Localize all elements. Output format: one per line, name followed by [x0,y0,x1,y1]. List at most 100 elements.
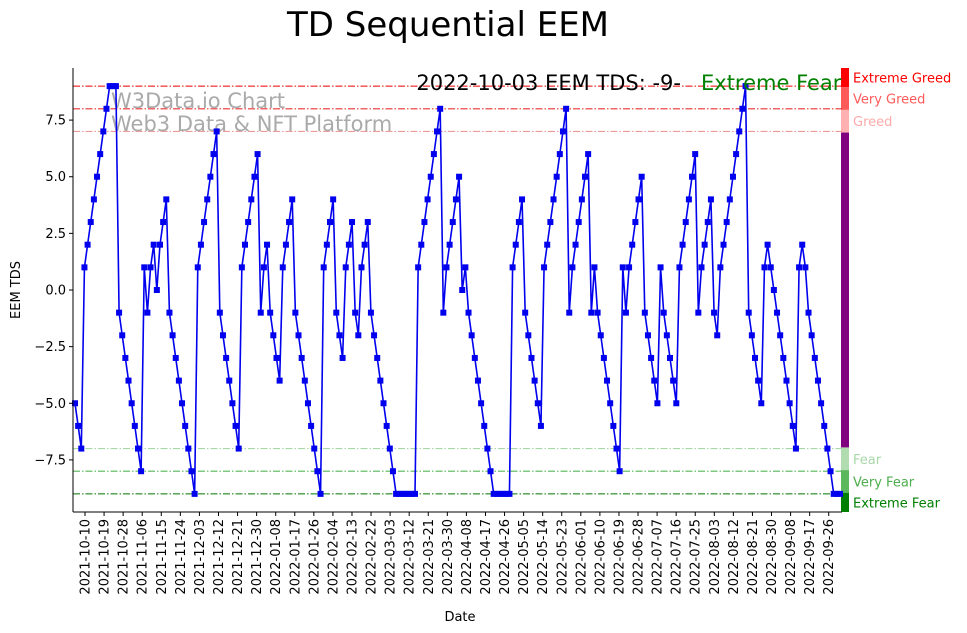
data-point [761,264,768,271]
data-point [128,400,135,407]
data-point [116,309,123,316]
data-point [144,309,151,316]
data-point [304,400,311,407]
data-point [689,173,696,180]
data-point [134,445,141,452]
data-point [301,377,308,384]
x-tick-label: 2022-01-26 [307,519,322,595]
data-point [78,445,85,452]
data-point [752,354,758,361]
data-point [216,309,223,316]
data-point [229,400,236,407]
data-point [251,173,258,180]
data-point [131,422,138,429]
data-point [547,219,554,226]
data-point [349,219,356,226]
data-point [622,309,629,316]
data-point [238,264,245,271]
data-point [163,196,170,203]
data-point [607,400,614,407]
data-point [459,287,466,293]
data-point [685,196,692,203]
data-point [629,241,636,248]
data-point [412,490,418,497]
data-point [361,241,368,248]
data-point [393,490,400,497]
data-point [87,219,94,226]
data-point [537,422,544,429]
data-point [720,241,727,248]
data-point [456,173,463,180]
data-point [604,377,611,384]
data-point [528,354,535,361]
data-point [440,309,447,316]
data-point [541,264,548,271]
x-tick-label: 2022-05-05 [517,519,532,595]
data-point [421,219,428,226]
data-point [197,241,204,248]
data-point [729,173,736,180]
x-tick-label: 2022-05-14 [536,519,551,595]
data-point [434,128,441,135]
x-tick-label: 2022-02-04 [326,519,341,595]
data-point [512,241,519,248]
data-point [503,490,510,497]
data-point [188,468,195,475]
x-tick-label: 2022-08-30 [765,519,780,595]
data-point [399,490,406,497]
data-point [430,151,437,158]
data-point [654,400,661,407]
data-point [748,332,755,339]
data-point [575,219,582,226]
data-point [352,309,359,316]
data-point [286,219,293,226]
data-point [342,264,349,271]
data-point [289,196,296,203]
data-point [323,241,330,248]
data-point [827,468,834,475]
data-point [648,354,655,361]
data-point [830,490,837,497]
zone-band-1 [841,87,849,110]
sentiment-zone-bar: Extreme Greed Very Greed Greed Fear Very Fea… [841,68,951,512]
data-point [553,173,560,180]
x-tick-label: 2021-10-19 [98,519,113,595]
x-tick-label: 2022-06-10 [593,519,608,595]
y-tick-label: −7.5 [34,453,66,468]
x-tick-label: 2022-04-08 [460,519,475,595]
zone-label-0: Extreme Greed [853,72,951,87]
x-tick-label: 2021-10-10 [79,519,94,595]
data-point [670,377,677,384]
data-point [522,309,529,316]
watermark: W3Data.io Chart Web3 Data & NFT Platform [111,89,392,136]
data-point [377,377,384,384]
data-point [103,105,110,112]
y-tick-label: 2.5 [45,227,66,242]
data-point [179,400,186,407]
data-point [616,468,623,475]
data-point [701,241,708,248]
data-point [770,287,777,293]
data-point [169,332,176,339]
data-point [613,445,620,452]
x-tick-label: 2022-06-19 [612,519,627,595]
data-point [380,400,387,407]
data-point [424,196,431,203]
data-point [635,196,642,203]
data-point [276,377,283,384]
data-point [824,445,831,452]
data-point [638,173,645,180]
x-tick-label: 2022-06-28 [632,519,647,595]
x-tick-label: 2022-09-26 [822,519,837,595]
data-point [210,151,217,158]
data-point [94,173,101,180]
x-tick-label: 2021-11-15 [155,519,170,595]
data-point [427,173,434,180]
data-point [767,264,774,271]
data-point [204,196,211,203]
data-point [679,241,686,248]
zone-label-1: Very Greed [853,93,925,108]
x-tick-label: 2022-05-23 [555,519,570,595]
data-point [308,422,315,429]
x-tick-label: 2022-08-03 [708,519,723,595]
